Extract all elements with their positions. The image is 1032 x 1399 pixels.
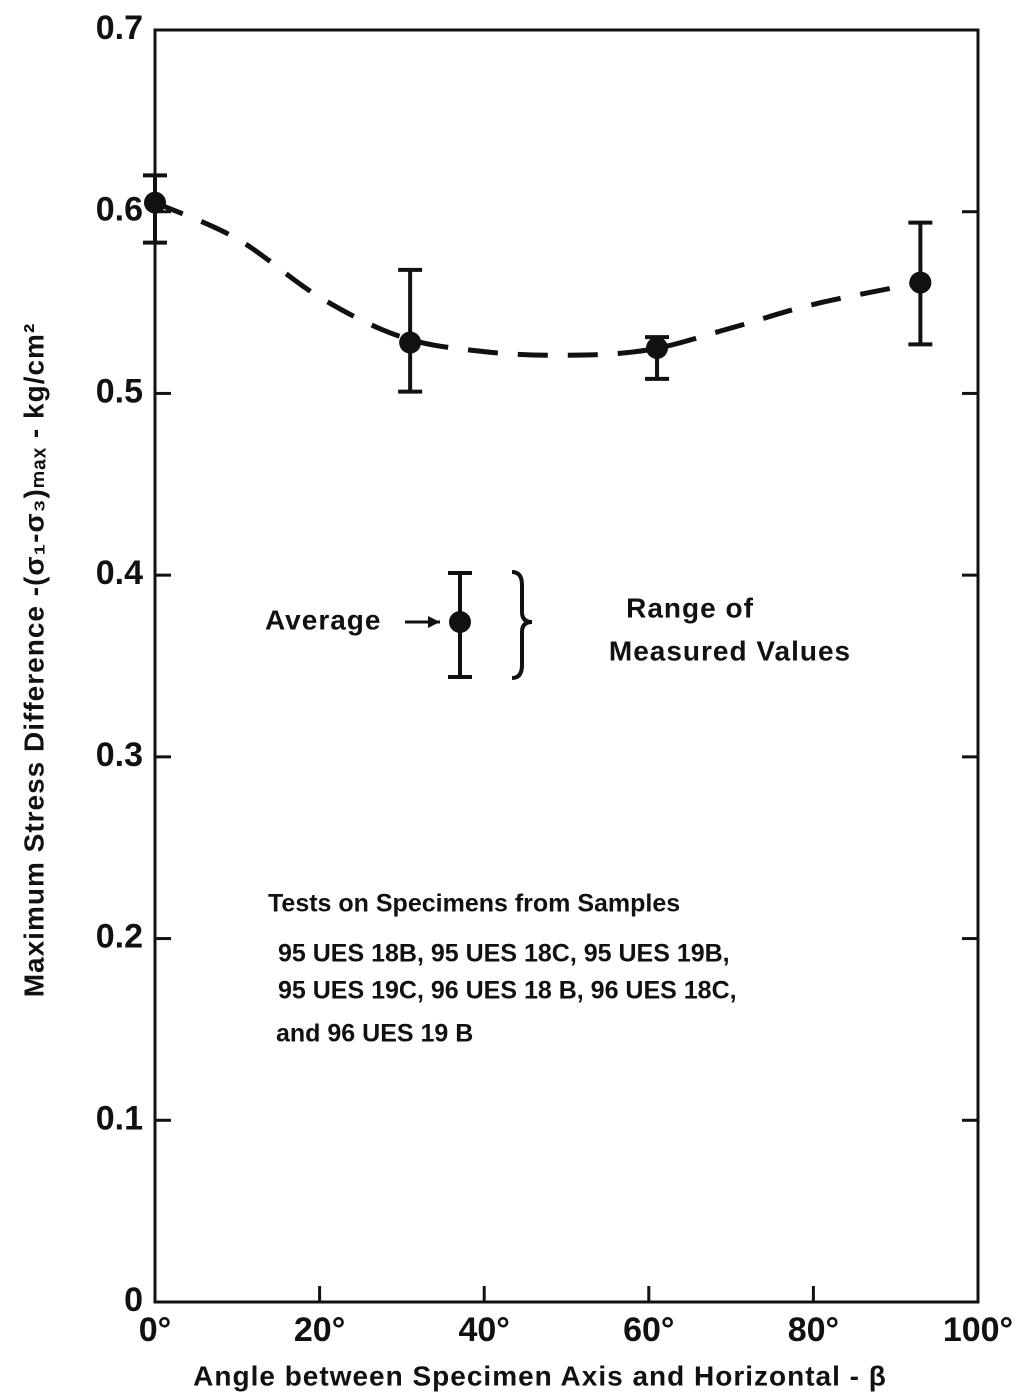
x-axis-label: Angle between Specimen Axis and Horizont… xyxy=(193,1360,887,1391)
legend-average: Average xyxy=(265,604,381,635)
legend-brace xyxy=(511,570,533,680)
y-tick-label: 0.5 xyxy=(96,372,143,410)
y-tick-label: 0 xyxy=(124,1281,143,1319)
x-tick-label: 60° xyxy=(623,1311,674,1349)
note: 95 UES 19C, 96 UES 18 B, 96 UES 18C, xyxy=(278,977,737,1005)
x-tick-label: 0° xyxy=(139,1311,172,1349)
x-tick-label: 40° xyxy=(458,1311,509,1349)
x-tick-label: 20° xyxy=(294,1311,345,1349)
note: Tests on Specimens from Samples xyxy=(268,890,680,918)
x-tick-label: 100° xyxy=(943,1311,1013,1349)
y-axis-label: Maximum Stress Difference -(σ₁-σ₃)ₘₐₓ - … xyxy=(18,323,49,998)
legend-arrow-head xyxy=(428,616,440,628)
note: 95 UES 18B, 95 UES 18C, 95 UES 19B, xyxy=(278,940,730,968)
plot-frame xyxy=(153,28,980,1304)
legend-range: Range of xyxy=(626,592,754,623)
note: and 96 UES 19 B xyxy=(276,1020,473,1048)
data-point xyxy=(399,331,422,354)
y-tick-label: 0.7 xyxy=(96,9,143,47)
y-tick-label: 0.3 xyxy=(96,736,143,774)
legend-marker xyxy=(449,611,471,633)
y-tick-label: 0.6 xyxy=(96,191,143,229)
y-tick-label: 0.1 xyxy=(96,1099,143,1137)
data-point xyxy=(909,271,932,294)
y-tick-label: 0.2 xyxy=(96,918,143,956)
legend-range: Measured Values xyxy=(609,635,851,666)
y-tick-label: 0.4 xyxy=(96,554,143,592)
x-tick-label: 80° xyxy=(788,1311,839,1349)
data-point xyxy=(646,337,669,359)
trend-curve xyxy=(153,200,921,358)
data-point xyxy=(144,191,166,214)
